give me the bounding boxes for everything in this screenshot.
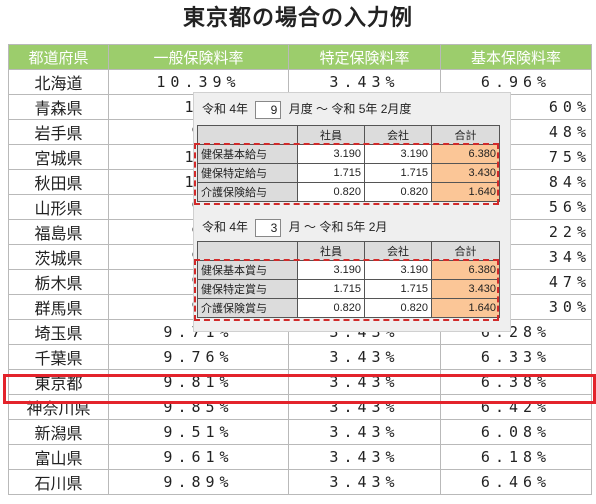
mini-header-cell <box>197 241 298 261</box>
table-row: 石川県 9.89% 3.43% 6.46% <box>8 469 592 495</box>
mini-row: 介護保険給与 0.820 0.820 1.640 <box>197 182 500 202</box>
prefecture-cell: 山形県 <box>8 194 109 220</box>
specific-rate-cell: 3.43% <box>288 69 441 95</box>
block1-month-input[interactable]: 9 <box>255 100 282 119</box>
mini-company-cell[interactable]: 3.190 <box>364 260 432 280</box>
prefecture-cell: 青森県 <box>8 94 109 120</box>
block1-era-start: 令和 4年 <box>202 102 249 116</box>
prefecture-cell: 栃木県 <box>8 269 109 295</box>
header-basic-rate: 基本保険料率 <box>440 44 592 70</box>
specific-rate-cell: 3.43% <box>288 344 441 370</box>
prefecture-cell: 埼玉県 <box>8 319 109 345</box>
block2-period: 令和 4年 3 月 ～ 令和 5年 2月 <box>202 217 387 237</box>
mini-row: 健保特定給与 1.715 1.715 3.430 <box>197 163 500 183</box>
basic-rate-cell: 6.38% <box>440 369 592 395</box>
mini-row: 健保基本給与 3.190 3.190 6.380 <box>197 144 500 164</box>
basic-rate-cell: 6.42% <box>440 394 592 420</box>
general-rate-cell: 10.39% <box>108 69 289 95</box>
page-title: 東京都の場合の入力例 <box>182 6 413 31</box>
mini-employee-cell[interactable]: 0.820 <box>297 182 365 202</box>
mini-employee-cell[interactable]: 1.715 <box>297 163 365 183</box>
prefecture-cell: 群馬県 <box>8 294 109 320</box>
table-row: 東京都 9.81% 3.43% 6.38% <box>8 369 592 395</box>
mini-header-cell: 合計 <box>431 125 500 145</box>
specific-rate-cell: 3.43% <box>288 444 441 470</box>
mini-header-cell: 合計 <box>431 241 500 261</box>
block2-era-start: 令和 4年 <box>202 220 249 234</box>
mini-header-cell <box>197 125 298 145</box>
prefecture-cell: 宮城県 <box>8 144 109 170</box>
table-row: 富山県 9.61% 3.43% 6.18% <box>8 444 592 470</box>
mini-total-cell: 6.380 <box>431 260 500 280</box>
mini-employee-cell[interactable]: 1.715 <box>297 279 365 299</box>
block1-range-text: 月度 ～ 令和 5年 2月度 <box>288 102 412 116</box>
basic-rate-cell: 6.08% <box>440 419 592 445</box>
header-prefecture: 都道府県 <box>8 44 109 70</box>
specific-rate-cell: 3.43% <box>288 369 441 395</box>
tokyo-highlight-frame <box>3 374 596 404</box>
mini-label-cell: 健保基本賞与 <box>197 260 298 280</box>
mini-header-cell: 会社 <box>364 241 432 261</box>
mini-employee-cell[interactable]: 0.820 <box>297 298 365 318</box>
mini-employee-cell[interactable]: 3.190 <box>297 144 365 164</box>
mini-company-cell[interactable]: 3.190 <box>364 144 432 164</box>
block1-period: 令和 4年 9 月度 ～ 令和 5年 2月度 <box>202 99 411 119</box>
mini-label-cell: 健保特定賞与 <box>197 279 298 299</box>
mini-company-cell[interactable]: 0.820 <box>364 298 432 318</box>
input-example-panel: 令和 4年 9 月度 ～ 令和 5年 2月度 社員 会社 合計 健保基本給与 3.190… <box>193 92 511 332</box>
mini-label-cell: 健保特定給与 <box>197 163 298 183</box>
header-general-rate: 一般保険料率 <box>108 44 289 70</box>
mini-label-cell: 介護保険賞与 <box>197 298 298 318</box>
general-rate-cell: 9.81% <box>108 369 289 395</box>
bonus-rate-table: 社員 会社 合計 健保基本賞与 3.190 3.190 6.380 健保特定賞与 1.715 1.… <box>197 241 500 318</box>
prefecture-cell: 北海道 <box>8 69 109 95</box>
prefecture-cell: 石川県 <box>8 469 109 495</box>
mini-company-cell[interactable]: 1.715 <box>364 163 432 183</box>
specific-rate-cell: 3.43% <box>288 419 441 445</box>
table-row: 千葉県 9.76% 3.43% 6.33% <box>8 344 592 370</box>
mini-header-cell: 社員 <box>297 241 365 261</box>
mini-total-cell: 3.430 <box>431 163 500 183</box>
prefecture-cell: 秋田県 <box>8 169 109 195</box>
mini-row: 介護保険賞与 0.820 0.820 1.640 <box>197 298 500 318</box>
prefecture-cell: 茨城県 <box>8 244 109 270</box>
table-row: 北海道 10.39% 3.43% 6.96% <box>8 69 592 95</box>
mini-employee-cell[interactable]: 3.190 <box>297 260 365 280</box>
block2-month-input[interactable]: 3 <box>255 218 282 237</box>
mini-total-cell: 3.430 <box>431 279 500 299</box>
basic-rate-cell: 6.96% <box>440 69 592 95</box>
block2-range-text: 月 ～ 令和 5年 2月 <box>288 220 388 234</box>
general-rate-cell: 9.76% <box>108 344 289 370</box>
mini-total-cell: 1.640 <box>431 298 500 318</box>
mini-label-cell: 介護保険給与 <box>197 182 298 202</box>
mini-header-cell: 社員 <box>297 125 365 145</box>
mini-label-cell: 健保基本給与 <box>197 144 298 164</box>
prefecture-cell: 岩手県 <box>8 119 109 145</box>
mini-header-row: 社員 会社 合計 <box>197 125 500 145</box>
basic-rate-cell: 6.46% <box>440 469 592 495</box>
mini-total-cell: 6.380 <box>431 144 500 164</box>
table-row: 神奈川県 9.85% 3.43% 6.42% <box>8 394 592 420</box>
general-rate-cell: 9.89% <box>108 469 289 495</box>
prefecture-cell: 千葉県 <box>8 344 109 370</box>
salary-rate-table: 社員 会社 合計 健保基本給与 3.190 3.190 6.380 健保特定給与 1.715 1.… <box>197 125 500 202</box>
prefecture-cell: 福島県 <box>8 219 109 245</box>
mini-row: 健保特定賞与 1.715 1.715 3.430 <box>197 279 500 299</box>
basic-rate-cell: 6.18% <box>440 444 592 470</box>
table-row: 新潟県 9.51% 3.43% 6.08% <box>8 419 592 445</box>
table-header-row: 都道府県 一般保険料率 特定保険料率 基本保険料率 <box>8 44 592 70</box>
mini-row: 健保基本賞与 3.190 3.190 6.380 <box>197 260 500 280</box>
mini-company-cell[interactable]: 1.715 <box>364 279 432 299</box>
prefecture-cell: 富山県 <box>8 444 109 470</box>
mini-total-cell: 1.640 <box>431 182 500 202</box>
prefecture-cell: 新潟県 <box>8 419 109 445</box>
mini-company-cell[interactable]: 0.820 <box>364 182 432 202</box>
basic-rate-cell: 6.33% <box>440 344 592 370</box>
specific-rate-cell: 3.43% <box>288 469 441 495</box>
mini-header-row: 社員 会社 合計 <box>197 241 500 261</box>
general-rate-cell: 9.61% <box>108 444 289 470</box>
header-specific-rate: 特定保険料率 <box>288 44 441 70</box>
mini-header-cell: 会社 <box>364 125 432 145</box>
general-rate-cell: 9.51% <box>108 419 289 445</box>
